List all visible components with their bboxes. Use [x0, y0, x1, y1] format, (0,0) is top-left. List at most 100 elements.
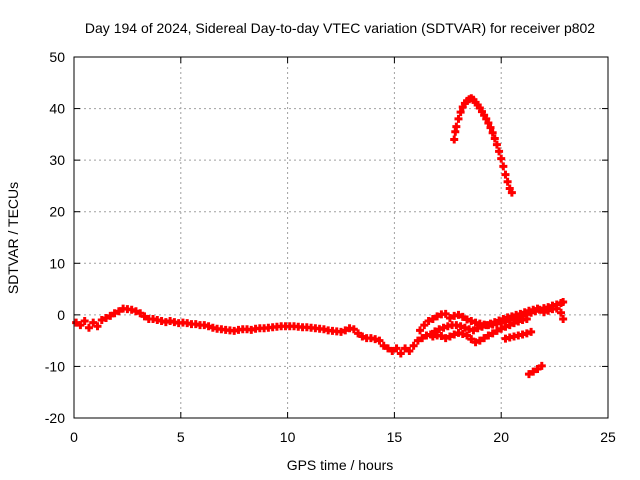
data-point — [418, 334, 427, 343]
data-point — [106, 311, 115, 320]
data-point — [456, 108, 465, 117]
x-tick-label: 0 — [70, 429, 78, 445]
data-point — [441, 309, 450, 318]
data-point — [467, 317, 476, 326]
data-point — [454, 114, 463, 123]
grid-lines — [74, 57, 608, 418]
data-point — [507, 188, 516, 197]
data-point — [416, 326, 425, 335]
data-point — [424, 317, 433, 326]
data-point — [469, 326, 478, 335]
data-point — [450, 330, 459, 339]
data-point — [497, 324, 506, 333]
data-point — [349, 325, 358, 334]
data-point — [559, 297, 568, 306]
series-baseline — [72, 304, 542, 358]
data-point — [484, 119, 493, 128]
data-point — [84, 323, 93, 332]
data-point — [503, 177, 512, 186]
data-point — [527, 327, 536, 336]
y-tick-label: 20 — [49, 204, 65, 220]
chart-title: Day 194 of 2024, Sidereal Day-to-day VTE… — [85, 20, 595, 36]
data-point — [467, 335, 476, 344]
data-point — [439, 323, 448, 332]
data-point — [499, 162, 508, 171]
data-point — [539, 308, 548, 317]
y-tick-label: -10 — [45, 358, 65, 374]
data-point — [514, 317, 523, 326]
x-axis: 0 5 10 15 20 25 — [70, 57, 616, 445]
data-point — [136, 309, 145, 318]
data-point — [484, 331, 493, 340]
data-point — [435, 325, 444, 334]
data-points — [72, 94, 568, 379]
data-point — [371, 335, 380, 344]
data-point — [486, 123, 495, 132]
plot-frame — [73, 56, 609, 419]
data-point — [102, 313, 111, 322]
data-point — [127, 305, 136, 314]
data-point — [456, 322, 465, 331]
data-point — [80, 317, 89, 326]
data-point — [529, 367, 538, 376]
series-arc — [450, 94, 516, 197]
data-point — [480, 334, 489, 343]
data-point — [488, 128, 497, 137]
data-point — [505, 321, 514, 330]
y-tick-label: 40 — [49, 101, 65, 117]
data-point — [463, 315, 472, 324]
data-point — [379, 341, 388, 350]
data-point — [401, 344, 410, 353]
data-point — [445, 313, 454, 322]
data-point — [557, 308, 566, 317]
data-point — [420, 321, 429, 330]
data-point — [110, 309, 119, 318]
data-point — [433, 312, 442, 321]
data-point — [492, 140, 501, 149]
data-point — [383, 344, 392, 353]
data-point — [527, 308, 536, 317]
data-point — [93, 322, 102, 331]
data-point — [463, 331, 472, 340]
data-point — [531, 307, 540, 316]
data-point — [131, 307, 140, 316]
y-tick-label: -20 — [45, 410, 65, 426]
x-tick-label: 5 — [177, 429, 185, 445]
data-point — [501, 322, 510, 331]
data-point — [388, 346, 397, 355]
data-point — [471, 338, 480, 347]
data-point — [428, 314, 437, 323]
y-tick-label: 0 — [57, 307, 65, 323]
data-point — [375, 336, 384, 345]
data-point — [358, 332, 367, 341]
data-point — [405, 346, 414, 355]
data-point — [460, 323, 469, 332]
y-tick-label: 30 — [49, 152, 65, 168]
series-lower-branch — [428, 314, 531, 347]
data-point — [450, 135, 459, 144]
data-point — [76, 321, 85, 330]
data-point — [454, 310, 463, 319]
data-point — [522, 329, 531, 338]
y-axis: -20 -10 0 10 20 30 40 50 — [45, 49, 608, 426]
data-point — [354, 329, 363, 338]
data-point — [537, 361, 546, 370]
y-tick-label: 10 — [49, 255, 65, 271]
data-point — [204, 322, 213, 331]
x-tick-label: 20 — [493, 429, 509, 445]
data-point — [533, 365, 542, 374]
data-point — [396, 349, 405, 358]
data-point — [89, 318, 98, 327]
data-point — [559, 314, 568, 323]
data-point — [473, 324, 482, 333]
x-tick-label: 10 — [280, 429, 296, 445]
data-point — [475, 336, 484, 345]
data-point — [97, 316, 106, 325]
data-point — [114, 307, 123, 316]
data-point — [392, 344, 401, 353]
series-upper-branch — [416, 297, 568, 335]
data-point — [510, 319, 519, 328]
data-point — [341, 326, 350, 335]
y-tick-label: 50 — [49, 49, 65, 65]
